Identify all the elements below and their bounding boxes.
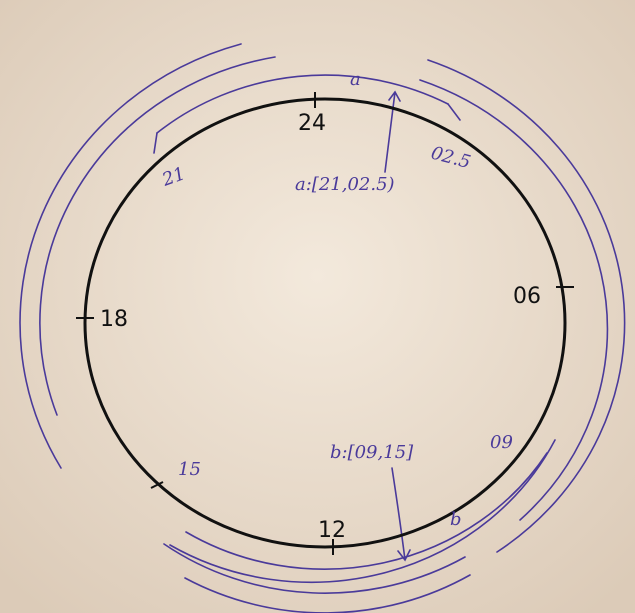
interval-name: b <box>450 509 462 530</box>
clock-label: 06 <box>513 284 541 309</box>
interval-end: 15 <box>178 459 201 480</box>
clock-label: 12 <box>318 518 346 543</box>
clock-label: 18 <box>100 307 128 332</box>
interval-start: 09 <box>490 432 513 453</box>
clock-label: 24 <box>298 111 326 136</box>
interval-label: b:[09,15] <box>330 442 414 463</box>
interval-label: a:[21,02.5) <box>295 174 395 195</box>
diagram: 24 06 12 18 a 21 02.5 a:[21,02.5) b 09 1… <box>0 0 635 613</box>
interval-name: a <box>350 69 361 90</box>
